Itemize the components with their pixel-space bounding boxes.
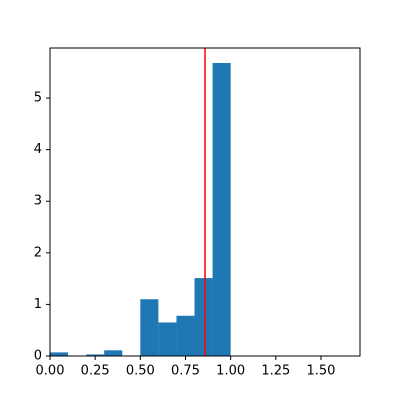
bar — [176, 315, 195, 356]
y-tick-label: 5 — [34, 91, 42, 106]
x-tick-label: 1.25 — [261, 364, 290, 379]
y-tick-label: 2 — [34, 245, 42, 260]
bar — [140, 299, 159, 356]
x-tick-label: 0.50 — [126, 364, 155, 379]
bar — [212, 62, 231, 356]
x-tick-label: 1.50 — [307, 364, 336, 379]
x-tick-label: 1.00 — [216, 364, 245, 379]
bar — [86, 354, 105, 356]
x-tick-label: 0.75 — [171, 364, 200, 379]
y-tick-label: 4 — [34, 142, 42, 157]
y-tick-label: 0 — [34, 349, 42, 364]
axes-frame — [49, 47, 361, 357]
y-tick-label: 3 — [34, 194, 42, 209]
bar — [50, 352, 69, 356]
y-tick-label: 1 — [34, 297, 42, 312]
bar — [194, 278, 213, 356]
bar — [104, 350, 123, 356]
x-tick-label: 0.00 — [36, 364, 65, 379]
bar — [158, 322, 177, 356]
x-tick-label: 0.25 — [81, 364, 110, 379]
